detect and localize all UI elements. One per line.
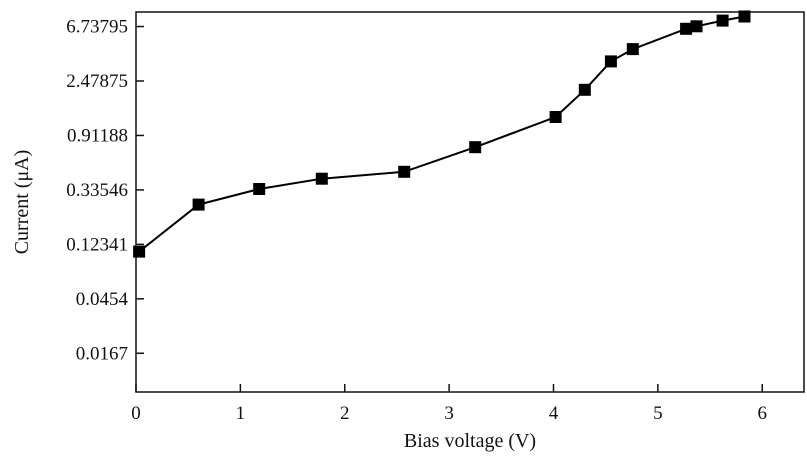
y-tick-label: 6.73795: [66, 17, 128, 38]
data-point-marker: [133, 245, 146, 258]
data-point-marker: [469, 141, 482, 154]
y-tick-label: 0.0167: [76, 343, 128, 364]
data-point-marker: [680, 22, 693, 35]
x-tick-label: 0: [131, 403, 141, 424]
data-point-marker: [626, 43, 639, 56]
x-tick-label: 5: [653, 403, 663, 424]
data-point-marker: [398, 165, 411, 178]
data-point-marker: [578, 83, 591, 96]
y-tick-label: 0.33546: [66, 180, 128, 201]
y-axis-title: Current (μA): [11, 150, 33, 255]
data-point-marker: [738, 10, 751, 23]
plot-frame: [135, 11, 805, 393]
x-tick-label: 1: [236, 403, 246, 424]
y-axis-ticks: 0.0167 0.0454 0.12341 0.33546 0.91188 2.47875…: [66, 17, 144, 364]
data-point-marker: [716, 14, 729, 27]
x-tick-label: 2: [340, 403, 350, 424]
y-tick-label: 0.91188: [67, 125, 128, 146]
x-tick-label: 3: [444, 403, 454, 424]
series-line: [138, 15, 745, 253]
data-point-marker: [549, 111, 562, 123]
data-point-marker: [192, 198, 205, 211]
y-tick-label: 0.12341: [66, 234, 128, 255]
y-tick-label: 2.47875: [66, 71, 128, 92]
x-tick-label: 4: [549, 403, 559, 424]
x-tick-label: 6: [758, 403, 768, 424]
x-axis-title: Bias voltage (V): [404, 430, 536, 452]
data-point-marker: [315, 172, 328, 185]
series-group: [133, 10, 751, 258]
x-axis-ticks: 0 1 2 3 4 5 6: [131, 384, 767, 424]
y-tick-label: 0.0454: [76, 289, 129, 310]
data-point-marker: [604, 55, 617, 68]
data-point-marker: [253, 183, 266, 195]
data-point-marker: [690, 20, 703, 33]
